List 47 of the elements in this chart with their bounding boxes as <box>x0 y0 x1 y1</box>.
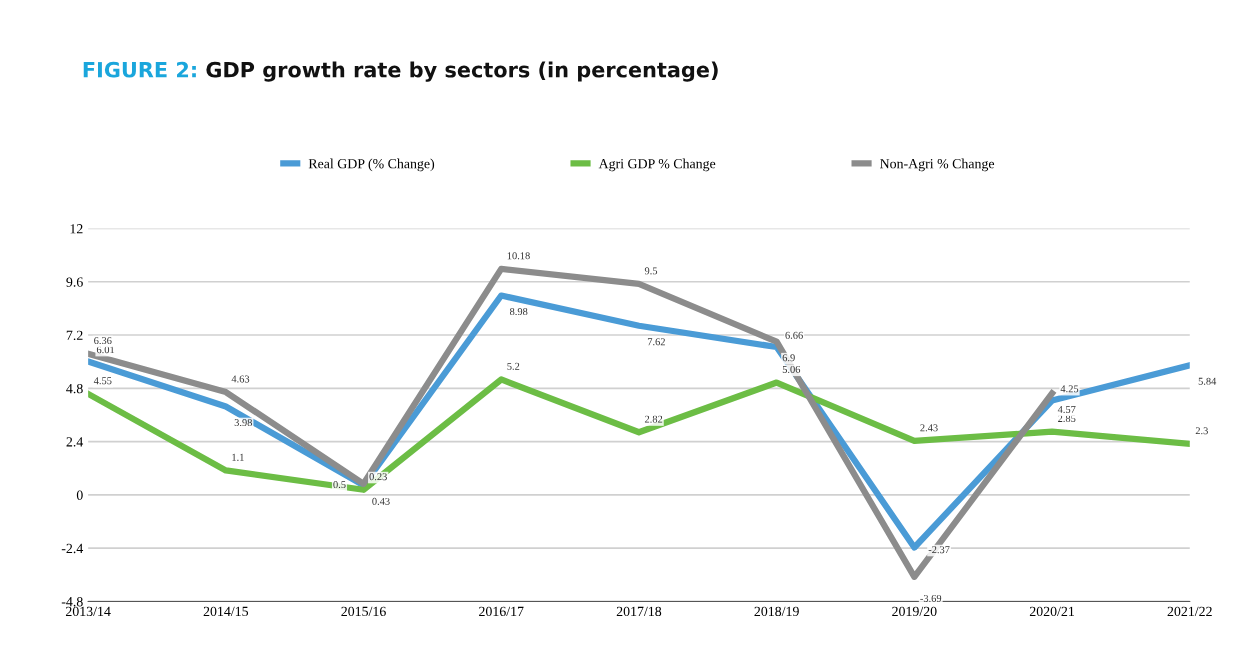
x-tick-label: 2013/14 <box>65 606 111 617</box>
data-label: 2.43 <box>920 424 938 432</box>
legend-label: Real GDP (% Change) <box>308 158 435 172</box>
x-tick-label: 2016/17 <box>479 606 524 617</box>
x-tick-label: 2017/18 <box>616 606 662 617</box>
y-tick-label: 0 <box>76 490 83 500</box>
data-label: 0.43 <box>372 497 390 505</box>
data-label: 4.63 <box>231 375 250 383</box>
data-label: 1.1 <box>232 453 244 461</box>
legend-label: Non-Agri % Change <box>880 158 995 172</box>
x-tick-label: 2020/21 <box>1029 606 1074 617</box>
data-label: 2.85 <box>1058 414 1076 423</box>
data-label: 5.2 <box>507 362 520 370</box>
data-label: -3.69 <box>920 594 942 602</box>
data-label: 8.98 <box>509 308 528 316</box>
y-tick-label: 7.2 <box>66 330 83 341</box>
y-tick-label: 12 <box>70 224 83 234</box>
data-label: 10.18 <box>507 252 530 260</box>
x-tick-label: 2021/22 <box>1167 606 1212 617</box>
x-tick-label: 2015/16 <box>341 606 386 617</box>
y-tick-label: 2.4 <box>66 437 84 447</box>
data-label: 2.3 <box>1195 427 1208 435</box>
data-label: 2.82 <box>644 415 663 423</box>
data-label: 0.23 <box>369 473 387 481</box>
data-label: 0.5 <box>333 481 346 489</box>
data-label: 5.06 <box>782 365 801 373</box>
data-label: 6.36 <box>94 337 112 345</box>
data-label: 6.9 <box>782 354 795 362</box>
data-label: 7.62 <box>647 338 665 346</box>
data-label: 6.66 <box>785 331 803 339</box>
chart-title: FIGURE 2: GDP growth rate by sectors (in percentage) <box>83 61 718 82</box>
x-tick-label: 2018/19 <box>754 606 799 617</box>
y-tick-label: -2.4 <box>61 543 84 554</box>
y-tick-label: 9.6 <box>66 277 83 287</box>
y-tick-label: -4.8 <box>61 597 83 607</box>
x-tick-label: 2014/15 <box>203 606 249 617</box>
x-tick-label: 2019/20 <box>892 606 937 617</box>
data-label: 6.01 <box>96 346 115 354</box>
data-label: -2.37 <box>928 546 950 554</box>
data-label: 9.5 <box>644 267 658 275</box>
data-label: 4.57 <box>1057 406 1076 414</box>
legend-label: Agri GDP % Change <box>598 158 716 172</box>
data-label: 3.98 <box>234 419 252 427</box>
data-label: 4.55 <box>93 377 112 385</box>
data-label: 5.84 <box>1198 377 1217 385</box>
data-label: 4.25 <box>1060 385 1079 393</box>
y-tick-label: 4.8 <box>66 383 83 394</box>
